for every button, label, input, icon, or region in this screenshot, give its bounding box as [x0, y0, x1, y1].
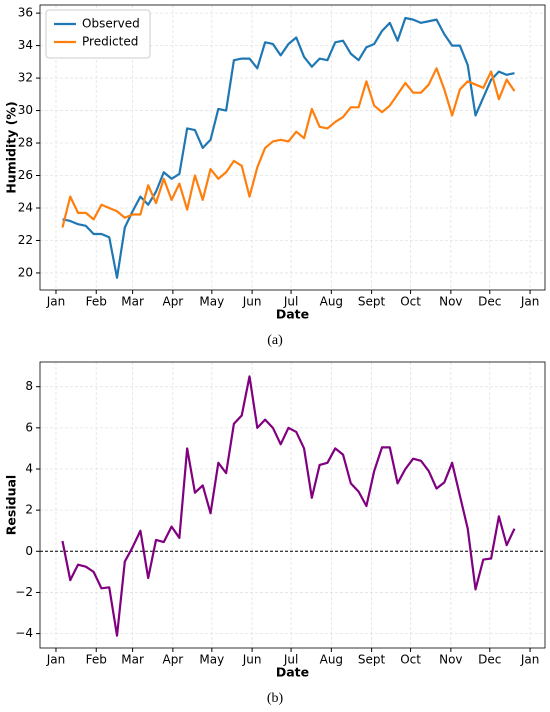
legend-box [45, 9, 151, 59]
plot-frame [39, 4, 546, 291]
x-tick-label: Jan [520, 295, 540, 309]
x-tick-label: Mar [121, 295, 144, 309]
panel: 20 22 24 26 28 30 32 34 36 Jan Feb Mar Apr May Jun Jul A… [4, 4, 546, 348]
x-axis-label: Date [276, 307, 309, 322]
x-tick-label: Jun [242, 653, 262, 667]
y-tick-label: 8 [25, 379, 33, 393]
x-tick-label: May [199, 653, 224, 667]
y-tick-label: 26 [18, 168, 33, 182]
y-tick-label: −2 [15, 585, 33, 599]
x-tick-label: Mar [121, 653, 144, 667]
x-tick-label: Feb [86, 295, 107, 309]
y-tick-label: 28 [18, 136, 33, 150]
y-tick-label: 24 [18, 200, 33, 214]
y-tick-label: 32 [18, 71, 33, 85]
y-tick-label: 4 [25, 461, 33, 475]
x-tick-label: Oct [400, 653, 421, 667]
x-tick-label: Sept [358, 653, 386, 667]
x-tick-label: Jun [242, 295, 262, 309]
x-tick-label: Sept [358, 295, 386, 309]
x-tick-label: Aug [320, 653, 343, 667]
x-tick-label: Jan [46, 653, 66, 667]
x-tick-label: Jan [46, 295, 66, 309]
x-tick-label: Apr [162, 295, 183, 309]
x-tick-label: Nov [439, 295, 462, 309]
data-line [62, 16, 515, 279]
x-tick-label: Nov [439, 653, 462, 667]
y-axis-label: Residual [4, 475, 19, 535]
plot-frame [39, 361, 546, 649]
y-tick-label: 2 [25, 503, 33, 517]
x-tick-label: Apr [162, 653, 183, 667]
data-line [61, 375, 516, 637]
panel: −4 −2 0 2 4 6 8 Jan Feb Mar Apr May Jun Jul Aug Sept Oct… [4, 361, 546, 706]
x-tick-label: Feb [86, 653, 107, 667]
y-tick-label: 0 [25, 544, 33, 558]
x-tick-label: Oct [400, 295, 421, 309]
x-axis-label: Date [276, 665, 309, 680]
legend-label: Predicted [82, 35, 138, 49]
caption: (a) [267, 333, 283, 348]
x-tick-label: May [199, 295, 224, 309]
legend-label: Observed [82, 17, 140, 31]
x-tick-label: Jul [283, 295, 298, 309]
x-tick-label: Aug [320, 295, 343, 309]
data-line [61, 67, 516, 228]
x-tick-label: Jan [520, 653, 540, 667]
x-tick-label: Dec [478, 295, 501, 309]
caption: (b) [267, 691, 284, 706]
x-tick-label: Jul [283, 653, 298, 667]
y-tick-label: 20 [18, 265, 33, 279]
y-axis-label: Humidity (%) [4, 101, 19, 193]
y-tick-label: 6 [25, 420, 33, 434]
y-tick-label: 36 [18, 6, 33, 20]
x-tick-label: Dec [478, 653, 501, 667]
y-tick-label: 22 [18, 233, 33, 247]
y-tick-label: 30 [18, 103, 33, 117]
y-tick-label: 34 [18, 38, 33, 52]
y-tick-label: −4 [15, 626, 33, 640]
